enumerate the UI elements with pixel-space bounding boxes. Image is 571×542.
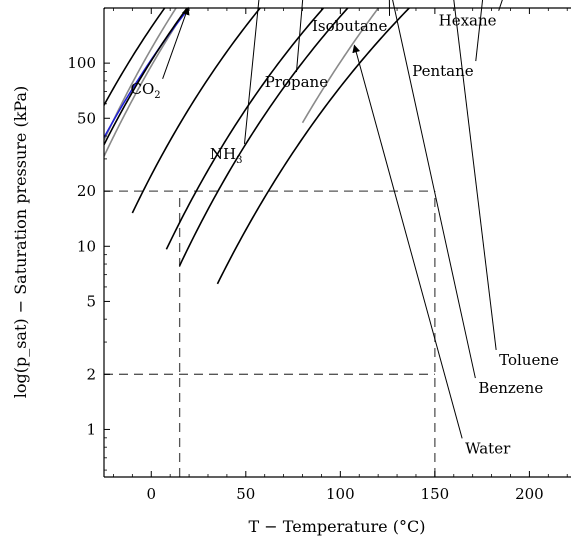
y-tick-label-50: 50 <box>77 109 96 127</box>
y-tick-label-2: 2 <box>86 365 96 383</box>
x-tick-label-200: 200 <box>515 485 544 503</box>
y-tick-label-10: 10 <box>77 237 96 255</box>
y-tick-label-5: 5 <box>86 292 96 310</box>
arrow-nh3 <box>243 0 260 144</box>
arrow-water <box>352 44 463 439</box>
arrow-propane <box>295 0 304 73</box>
series-line-benzene <box>178 8 349 267</box>
series-label-isobutane: Isobutane <box>312 17 388 35</box>
series-label-propane: Propane <box>265 73 328 91</box>
x-tick-label-0: 0 <box>146 485 156 503</box>
series-line-butane <box>104 8 189 146</box>
y-tick-label-100: 100 <box>67 54 96 72</box>
series-line-isobutane <box>104 8 166 106</box>
x-tick-label-50: 50 <box>236 485 255 503</box>
axis-ticks: 0 50 100 150 200 1 2 5 10 20 50 100 <box>67 7 568 503</box>
arrow-toluene <box>453 0 497 351</box>
series-line-toluene <box>216 8 411 285</box>
y-tick-label-20: 20 <box>77 182 96 200</box>
series-curves <box>104 8 411 285</box>
y-tick-label-1: 1 <box>86 420 96 438</box>
series-line-nh3 <box>104 8 177 141</box>
series-label-pentane: Pentane <box>412 62 474 80</box>
series-labels: CO2NH3PropaneIsobutaneButanePentaneHexan… <box>130 0 559 457</box>
series-label-benzene: Benzene <box>478 379 543 397</box>
series-line-co2 <box>104 8 188 157</box>
axes-frame <box>103 7 571 478</box>
series-label-water: Water <box>465 439 511 457</box>
arrow-co2 <box>162 6 190 79</box>
series-label-nh3: NH3 <box>210 145 243 166</box>
arrow-benzene <box>392 0 476 379</box>
reference-lines <box>104 190 436 477</box>
series-label-hexane: Hexane <box>439 12 497 30</box>
series-line-water <box>301 8 380 124</box>
series-line-pentane <box>131 8 262 214</box>
x-tick-label-100: 100 <box>326 485 355 503</box>
series-label-co2: CO2 <box>130 80 160 101</box>
series-line-hexane <box>165 8 325 250</box>
arrow-hexane <box>498 0 503 11</box>
x-tick-label-150: 150 <box>421 485 450 503</box>
x-axis-title: T − Temperature (°C) <box>249 517 426 536</box>
y-axis-title: log(p_sat) − Saturation pressure (kPa) <box>11 86 30 399</box>
arrow-pentane <box>475 0 484 62</box>
series-label-toluene: Toluene <box>499 351 559 369</box>
